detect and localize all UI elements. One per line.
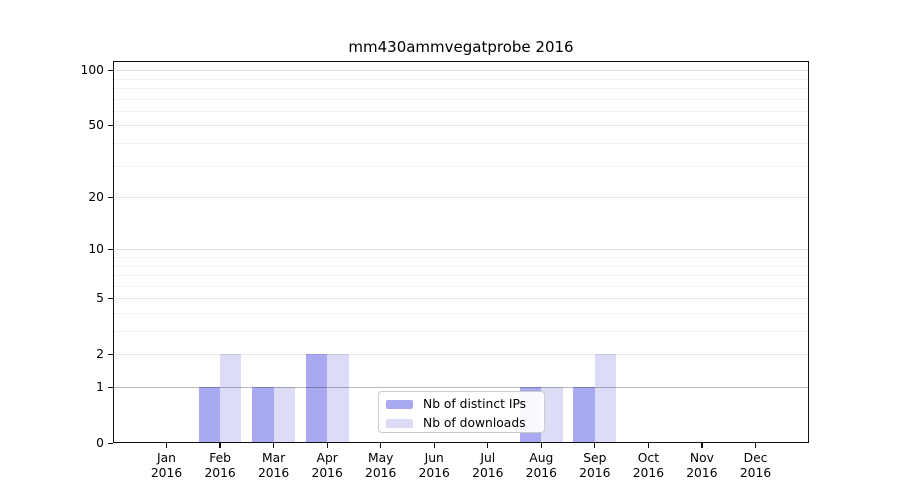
gridline-y-5 — [113, 298, 809, 300]
bar-sep-2016-nb-of-downloads — [594, 354, 617, 443]
gridline-y-80 — [113, 87, 809, 89]
legend-label-distinct-ips: Nb of distinct IPs — [423, 397, 527, 411]
x-tick-jan-2016 — [165, 443, 168, 448]
x-tick-jul-2016 — [487, 443, 489, 448]
legend-label-downloads: Nb of downloads — [423, 416, 526, 430]
y-tick-label-100: 100 — [80, 62, 104, 77]
gridlines-layer — [113, 61, 809, 443]
legend-item-distinct-ips: Nb of distinct IPs — [386, 395, 544, 413]
bar-apr-2016-nb-of-downloads — [327, 354, 349, 443]
x-tick-mar-2016 — [273, 443, 275, 448]
y-tick-label-2: 2 — [96, 346, 104, 361]
y-tick-label-20: 20 — [88, 189, 104, 204]
gridline-y-70 — [113, 98, 809, 100]
gridline-y-50 — [113, 125, 809, 127]
gridline-y-8 — [113, 265, 809, 267]
plot-area: Nb of distinct IPs Nb of downloads — [113, 61, 809, 443]
x-tick-label-aug-2016: Aug 2016 — [525, 451, 557, 480]
gridline-y-6 — [113, 285, 809, 287]
x-tick-oct-2016 — [647, 443, 649, 448]
x-tick-apr-2016 — [326, 443, 328, 448]
bar-aug-2016-nb-of-downloads — [541, 387, 563, 443]
y-tick-label-5: 5 — [96, 290, 104, 305]
legend-swatch-distinct-ips — [386, 399, 413, 409]
gridline-y-4 — [113, 312, 809, 314]
x-tick-label-mar-2016: Mar 2016 — [257, 451, 290, 480]
x-tick-nov-2016 — [701, 443, 703, 448]
gridline-y-90 — [113, 78, 809, 80]
x-tick-label-feb-2016: Feb 2016 — [204, 451, 236, 480]
x-tick-label-may-2016: May 2016 — [365, 451, 397, 480]
x-tick-label-apr-2016: Apr 2016 — [311, 451, 343, 480]
x-tick-label-jul-2016: Jul 2016 — [472, 451, 504, 480]
gridline-y-60 — [113, 110, 809, 112]
gridline-y-40 — [113, 142, 809, 144]
x-tick-jun-2016 — [433, 443, 435, 448]
x-tick-label-oct-2016: Oct 2016 — [632, 451, 665, 480]
bar-feb-2016-nb-of-downloads — [220, 354, 242, 443]
x-tick-sep-2016 — [594, 443, 596, 448]
y-tick-label-1: 1 — [96, 379, 104, 394]
legend-item-downloads: Nb of downloads — [386, 414, 544, 432]
x-tick-aug-2016 — [540, 443, 542, 448]
gridline-y-20 — [113, 197, 809, 198]
bar-sep-2016-nb-of-distinct-ips — [573, 387, 595, 443]
x-tick-label-jun-2016: Jun 2016 — [418, 451, 450, 480]
gridline-y-9 — [113, 256, 809, 258]
bar-mar-2016-nb-of-downloads — [273, 387, 295, 443]
y-tick-label-50: 50 — [88, 117, 104, 132]
gridline-y-7 — [113, 275, 809, 276]
y-tick-label-0: 0 — [96, 435, 104, 450]
x-tick-feb-2016 — [219, 443, 221, 448]
gridline-y-2 — [113, 354, 809, 356]
x-tick-label-nov-2016: Nov 2016 — [686, 451, 718, 480]
x-tick-label-sep-2016: Sep 2016 — [579, 451, 611, 480]
gridline-y-100 — [113, 70, 809, 72]
x-tick-dec-2016 — [754, 443, 757, 448]
gridline-y-1 — [113, 387, 809, 388]
chart-title: mm430ammvegatprobe 2016 — [348, 38, 574, 56]
legend-swatch-downloads — [386, 418, 413, 428]
bar-mar-2016-nb-of-distinct-ips — [252, 387, 274, 443]
x-tick-label-dec-2016: Dec 2016 — [739, 451, 772, 480]
gridline-y-30 — [113, 165, 809, 167]
x-tick-label-jan-2016: Jan 2016 — [150, 451, 183, 480]
gridline-y-3 — [113, 331, 809, 332]
x-tick-may-2016 — [380, 443, 382, 448]
gridline-y-10 — [113, 249, 809, 251]
bar-apr-2016-nb-of-distinct-ips — [305, 354, 328, 443]
y-tick-label-10: 10 — [88, 241, 104, 256]
legend: Nb of distinct IPs Nb of downloads — [378, 391, 545, 433]
bar-feb-2016-nb-of-distinct-ips — [198, 387, 221, 443]
